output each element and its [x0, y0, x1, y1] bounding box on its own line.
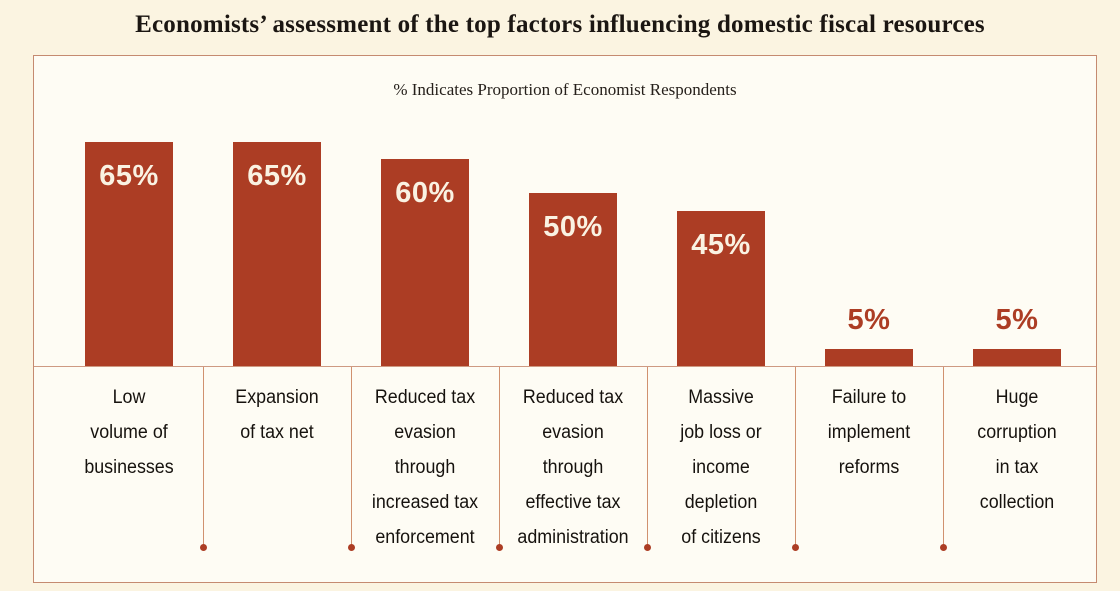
- bar-column-4: 50%: [499, 56, 647, 366]
- category-label-1: Low volume of businesses: [55, 367, 203, 582]
- category-label-text: Expansion of tax net: [235, 387, 319, 443]
- bar-2: 65%: [233, 142, 321, 366]
- category-divider-line: [940, 367, 947, 551]
- category-label-4: Reduced tax evasion through effective tax ad…: [499, 367, 647, 582]
- bar-column-3: 60%: [351, 56, 499, 366]
- category-label-text: Reduced tax evasion through effective tax ad…: [517, 387, 629, 548]
- chart-title: Economists’ assessment of the top factor…: [135, 11, 985, 38]
- bar-1: 65%: [85, 142, 173, 366]
- bar-column-2: 65%: [203, 56, 351, 366]
- plot-area: 65% 65% 60% 50% 45% 5% 5%: [34, 56, 1096, 366]
- bar-column-7: 5%: [943, 56, 1091, 366]
- bar-column-1: 65%: [55, 56, 203, 366]
- category-label-text: Reduced tax evasion through increased tax en…: [371, 387, 479, 548]
- category-divider-line: [200, 367, 207, 551]
- x-axis-line: [34, 366, 1096, 367]
- bar-5: 45%: [677, 211, 765, 366]
- chart-panel: % Indicates Proportion of Economist Resp…: [33, 55, 1097, 583]
- bar-value-label-3: 60%: [395, 177, 455, 209]
- bar-value-label-6: 5%: [847, 304, 891, 336]
- bar-6: 5%: [825, 304, 913, 366]
- bar-value-label-1: 65%: [99, 160, 159, 192]
- category-divider-line: [792, 367, 799, 551]
- category-label-7: Huge corruption in tax collection: [943, 367, 1091, 582]
- chart-subtitle: % Indicates Proportion of Economist Resp…: [393, 80, 737, 99]
- category-divider-line: [496, 367, 503, 551]
- category-label-row: Low volume of businesses Expansion of tax ne…: [34, 367, 1096, 582]
- category-label-text: Huge corruption in tax collection: [977, 387, 1057, 513]
- category-label-text: Massive job loss or income depletion of citi…: [680, 387, 762, 548]
- bar-4: 50%: [529, 193, 617, 366]
- bar-3: 60%: [381, 159, 469, 366]
- category-divider-line: [644, 367, 651, 551]
- bar-column-6: 5%: [795, 56, 943, 366]
- bar-value-label-7: 5%: [995, 304, 1039, 336]
- bar-value-label-4: 50%: [543, 211, 603, 243]
- category-label-text: Low volume of businesses: [84, 387, 174, 478]
- bar-7: 5%: [973, 304, 1061, 366]
- category-label-2: Expansion of tax net: [203, 367, 351, 582]
- bar-value-label-2: 65%: [247, 160, 307, 192]
- category-label-text: Failure to implement reforms: [827, 387, 911, 478]
- category-label-5: Massive job loss or income depletion of citi…: [647, 367, 795, 582]
- bar-column-5: 45%: [647, 56, 795, 366]
- category-divider-line: [348, 367, 355, 551]
- category-label-3: Reduced tax evasion through increased tax en…: [351, 367, 499, 582]
- bar-value-label-5: 45%: [691, 229, 751, 261]
- category-label-6: Failure to implement reforms: [795, 367, 943, 582]
